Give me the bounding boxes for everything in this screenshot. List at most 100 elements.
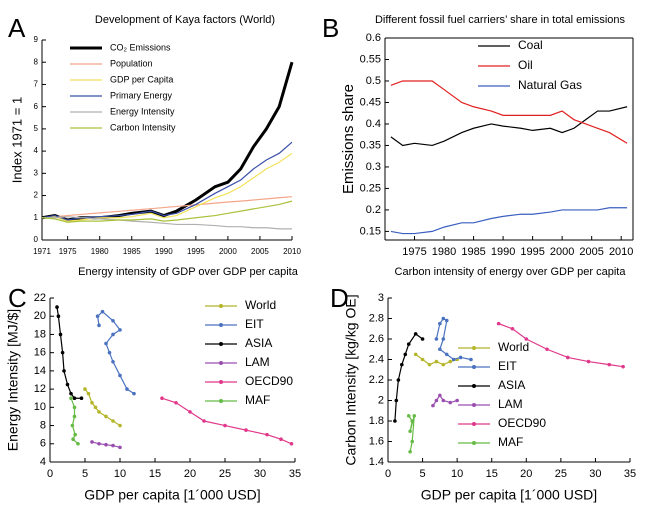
y-tick-label: 6	[34, 102, 39, 111]
data-point	[125, 387, 129, 391]
y-tick-label: 14	[34, 365, 46, 377]
series-line	[394, 333, 423, 422]
legend-label: Population	[110, 58, 153, 68]
data-point	[111, 359, 115, 364]
chart-title: Energy intensity of GDP over GDP per cap…	[78, 266, 299, 278]
y-tick-label: 0.15	[360, 225, 381, 237]
x-tick-label: 2000	[550, 246, 574, 258]
legend-label: Coal	[518, 38, 543, 52]
y-axis-label: Carbon Intensity [kg/kg OE]	[343, 294, 359, 465]
data-point	[621, 364, 625, 369]
legend-marker	[219, 323, 223, 327]
y-tick-label: 2	[378, 394, 384, 406]
x-tick-label: 15	[486, 468, 498, 480]
data-point	[244, 428, 248, 432]
data-point	[97, 410, 101, 414]
legend-marker	[219, 342, 223, 346]
panel-letter: A	[8, 13, 26, 43]
data-point	[431, 403, 435, 408]
data-point	[174, 400, 178, 405]
y-tick-label: 16	[34, 347, 46, 359]
series-line	[70, 398, 79, 445]
data-point	[408, 429, 412, 434]
x-tick-label: 10	[451, 468, 463, 480]
series-line	[435, 317, 472, 361]
panel-letter: D	[330, 283, 349, 313]
data-point	[410, 439, 415, 444]
x-axis-label: GDP per capita [1´000 USD]	[84, 487, 260, 503]
y-tick-label: 20	[34, 310, 46, 322]
legend-marker	[472, 403, 476, 407]
data-point	[427, 362, 432, 367]
x-tick-label: 1985	[461, 246, 485, 258]
legend-label: Oil	[518, 58, 533, 72]
x-tick-label: 1995	[520, 246, 544, 258]
y-tick-label: 1.6	[369, 435, 384, 447]
data-point	[438, 321, 442, 326]
legend-label: World	[245, 298, 276, 312]
data-point	[444, 352, 449, 357]
data-point	[104, 414, 108, 419]
y-tick-label: 0.55	[360, 53, 381, 65]
data-point	[438, 347, 442, 352]
data-point	[469, 357, 473, 362]
legend-label: Primary Energy	[110, 90, 173, 100]
y-tick-label: 2.4	[369, 353, 384, 365]
data-point	[223, 423, 227, 428]
series-line	[390, 207, 628, 235]
y-tick-label: 0.45	[360, 96, 381, 108]
series-line	[41, 196, 293, 219]
x-tick-label: 30	[254, 468, 266, 480]
x-tick-label: 1990	[155, 247, 173, 256]
data-point	[434, 337, 439, 341]
data-point	[410, 419, 415, 423]
data-point	[188, 410, 192, 414]
data-point	[104, 341, 108, 346]
x-tick-label: 20	[520, 468, 532, 480]
y-tick-label: 10	[34, 401, 46, 413]
y-tick-label: 0.2	[366, 204, 381, 216]
data-point	[496, 321, 501, 326]
data-point	[448, 400, 453, 405]
y-tick-label: 0.5	[366, 75, 381, 87]
legend-marker	[219, 380, 223, 384]
series-line	[498, 323, 624, 368]
series-line	[390, 106, 628, 147]
legend-marker	[472, 384, 476, 388]
y-tick-label: 8	[40, 419, 46, 431]
panel-letter: C	[8, 283, 27, 313]
y-tick-label: 1	[34, 213, 39, 222]
data-point	[408, 449, 412, 454]
data-point	[438, 393, 442, 398]
data-point	[58, 332, 63, 337]
y-tick-label: 0	[34, 235, 39, 244]
series-line	[41, 200, 293, 223]
legend-marker	[472, 346, 476, 350]
data-point	[97, 441, 101, 446]
data-point	[111, 332, 115, 337]
legend-label: ASIA	[498, 378, 525, 392]
legend-label: EIT	[245, 317, 264, 331]
data-point	[118, 445, 122, 450]
data-point	[73, 432, 77, 437]
legend-label: MAF	[245, 393, 270, 407]
y-axis-label: Energy Intensity [MJ/$]	[5, 309, 21, 451]
data-point	[420, 337, 425, 341]
legend-marker	[472, 441, 476, 445]
data-point	[586, 359, 591, 364]
data-point	[69, 391, 73, 396]
data-point	[90, 400, 94, 405]
data-point	[455, 398, 459, 403]
legend-label: Carbon Intensity	[110, 122, 176, 132]
data-point	[72, 414, 77, 419]
x-tick-label: 25	[555, 468, 567, 480]
data-point	[104, 442, 108, 447]
data-point	[413, 352, 418, 357]
data-point	[441, 316, 446, 321]
data-point	[393, 419, 397, 423]
y-tick-label: 0.25	[360, 182, 381, 194]
series-line	[161, 397, 292, 445]
data-point	[76, 441, 80, 446]
data-point	[451, 357, 456, 362]
x-tick-label: 1975	[402, 246, 426, 258]
